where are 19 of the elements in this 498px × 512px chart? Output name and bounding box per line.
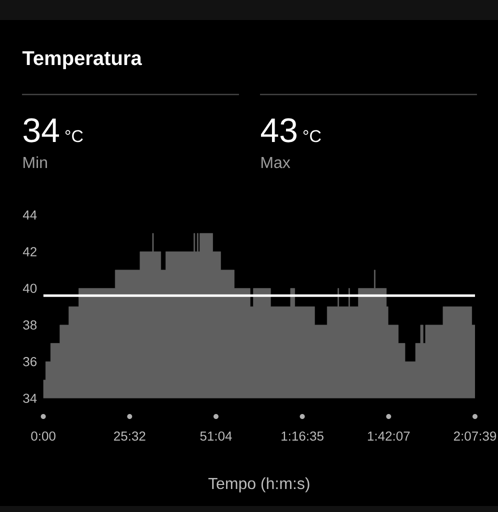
chart-title: Temperatura — [22, 51, 142, 70]
y-tick-label: 40 — [22, 284, 37, 293]
y-tick-label: 44 — [22, 210, 37, 220]
y-tick-label: 38 — [23, 320, 37, 330]
text: Max — [262, 156, 290, 168]
x-tick-label: 0:00 — [31, 431, 56, 441]
y-tick-label: 42 — [22, 247, 36, 256]
x-tick-label: 25:32 — [114, 431, 146, 441]
text: °C — [303, 130, 321, 142]
y-tick-label: 36 — [23, 357, 37, 366]
x-tick-label: 2:07:39 — [454, 431, 496, 441]
text: °C — [65, 130, 83, 142]
text: Min — [24, 156, 47, 168]
y-tick-label: 34 — [23, 394, 37, 403]
x-tick-label: 1:16:35 — [282, 431, 324, 441]
x-tick-label: 1:42:07 — [368, 431, 410, 441]
text: 43 — [260, 118, 297, 142]
x-tick-label: 51:04 — [200, 431, 232, 441]
x-axis-title: Tempo (h:m:s) — [208, 477, 310, 492]
